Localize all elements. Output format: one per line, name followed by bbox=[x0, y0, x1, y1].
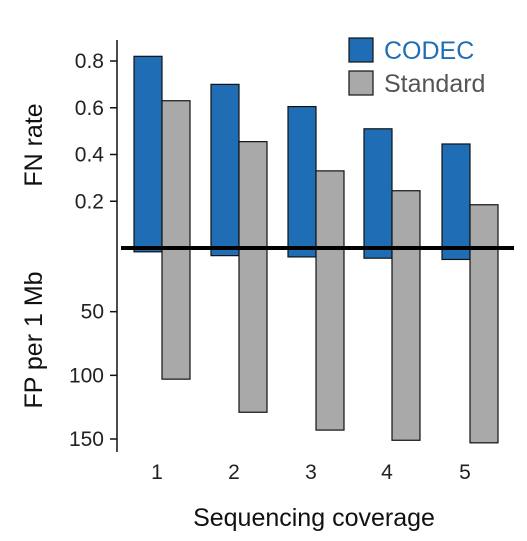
fn-rate-axis-title: FN rate bbox=[20, 103, 48, 186]
standard-fp-bar-4 bbox=[391, 247, 421, 441]
fp-axis-title: FP per 1 Mb bbox=[20, 271, 48, 408]
legend: CODEC Standard bbox=[348, 37, 485, 98]
standard-fn-bar-1 bbox=[161, 100, 191, 249]
fn-rate-tick-label: 0.8 bbox=[75, 50, 104, 73]
fn-rate-panel bbox=[133, 55, 499, 249]
standard-fn-bar-3 bbox=[315, 170, 345, 249]
fn-rate-tick-label: 0.6 bbox=[75, 97, 104, 120]
legend-swatch-codec bbox=[348, 37, 374, 63]
fp-panel bbox=[133, 247, 499, 444]
legend-swatch-standard bbox=[348, 70, 374, 96]
codec-fn-bar-3 bbox=[287, 105, 317, 249]
fn-rate-y-ticks: 0.2 0.4 0.6 0.8 bbox=[75, 50, 117, 213]
codec-fn-bar-4 bbox=[363, 128, 393, 249]
standard-fp-bar-3 bbox=[315, 247, 345, 431]
codec-fn-bar-5 bbox=[441, 143, 471, 249]
standard-fp-bar-2 bbox=[238, 247, 268, 413]
x-tick-label: 5 bbox=[459, 461, 471, 484]
standard-fn-bar-2 bbox=[238, 141, 268, 249]
legend-label-standard: Standard bbox=[384, 70, 485, 98]
fp-tick-label: 100 bbox=[69, 364, 104, 387]
fp-y-ticks: 50 100 150 bbox=[69, 301, 117, 451]
standard-fp-bar-5 bbox=[469, 247, 499, 444]
x-axis-title: Sequencing coverage bbox=[193, 504, 435, 532]
x-tick-label: 3 bbox=[305, 461, 317, 484]
fp-tick-label: 150 bbox=[69, 428, 104, 451]
legend-label-codec: CODEC bbox=[384, 37, 474, 65]
codec-fn-bar-1 bbox=[133, 55, 163, 249]
standard-fn-bar-5 bbox=[469, 204, 499, 249]
standard-fp-bar-1 bbox=[161, 247, 191, 380]
x-tick-label: 2 bbox=[228, 461, 240, 484]
fp-tick-label: 50 bbox=[81, 301, 104, 324]
codec-fn-bar-2 bbox=[210, 83, 240, 249]
fn-rate-tick-label: 0.2 bbox=[75, 190, 104, 213]
x-ticks: 1 2 3 4 5 bbox=[151, 461, 471, 484]
fn-rate-tick-label: 0.4 bbox=[75, 144, 105, 167]
x-tick-label: 1 bbox=[151, 461, 163, 484]
x-tick-label: 4 bbox=[381, 461, 393, 484]
standard-fn-bar-4 bbox=[391, 190, 421, 249]
